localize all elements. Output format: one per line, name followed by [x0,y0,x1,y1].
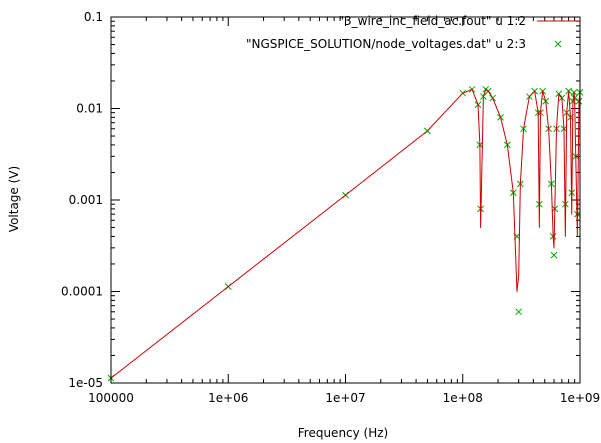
x-axis-title: Frequency (Hz) [298,426,389,440]
x-tick-label: 1e+06 [208,391,248,405]
x-tick-label: 1e+09 [560,391,600,405]
y-tick-label: 1e-05 [68,376,103,390]
x-tick-labels: 100000 1e+06 1e+07 1e+08 1e+09 [88,391,600,405]
y-tick-labels: 1e-05 0.0001 0.001 0.01 0.1 [61,10,103,390]
legend-label-series-1: "3_wire_inc_field_ac.fout" u 1:2 [339,14,527,28]
y-tick-label: 0.0001 [61,285,103,299]
x-tick-label: 1e+07 [325,391,365,405]
legend-swatch-series-2 [554,40,562,48]
y-tick-label: 0.001 [69,193,103,207]
legend-label-series-2: "NGSPICE_SOLUTION/node_voltages.dat" u 2… [246,37,526,51]
x-tick-label: 1e+08 [443,391,483,405]
y-axis-title: Voltage (V) [7,166,21,232]
y-tick-label: 0.01 [76,102,103,116]
series-line [110,88,581,379]
series-layer [107,85,584,382]
legend: "3_wire_inc_field_ac.fout" u 1:2 "NGSPIC… [246,14,580,51]
data-point [550,251,558,259]
data-point [515,308,523,316]
y-tick-label: 0.1 [84,10,103,24]
plot-frame [110,16,581,384]
x-tick-label: 100000 [88,391,134,405]
legend-marker [554,40,562,48]
